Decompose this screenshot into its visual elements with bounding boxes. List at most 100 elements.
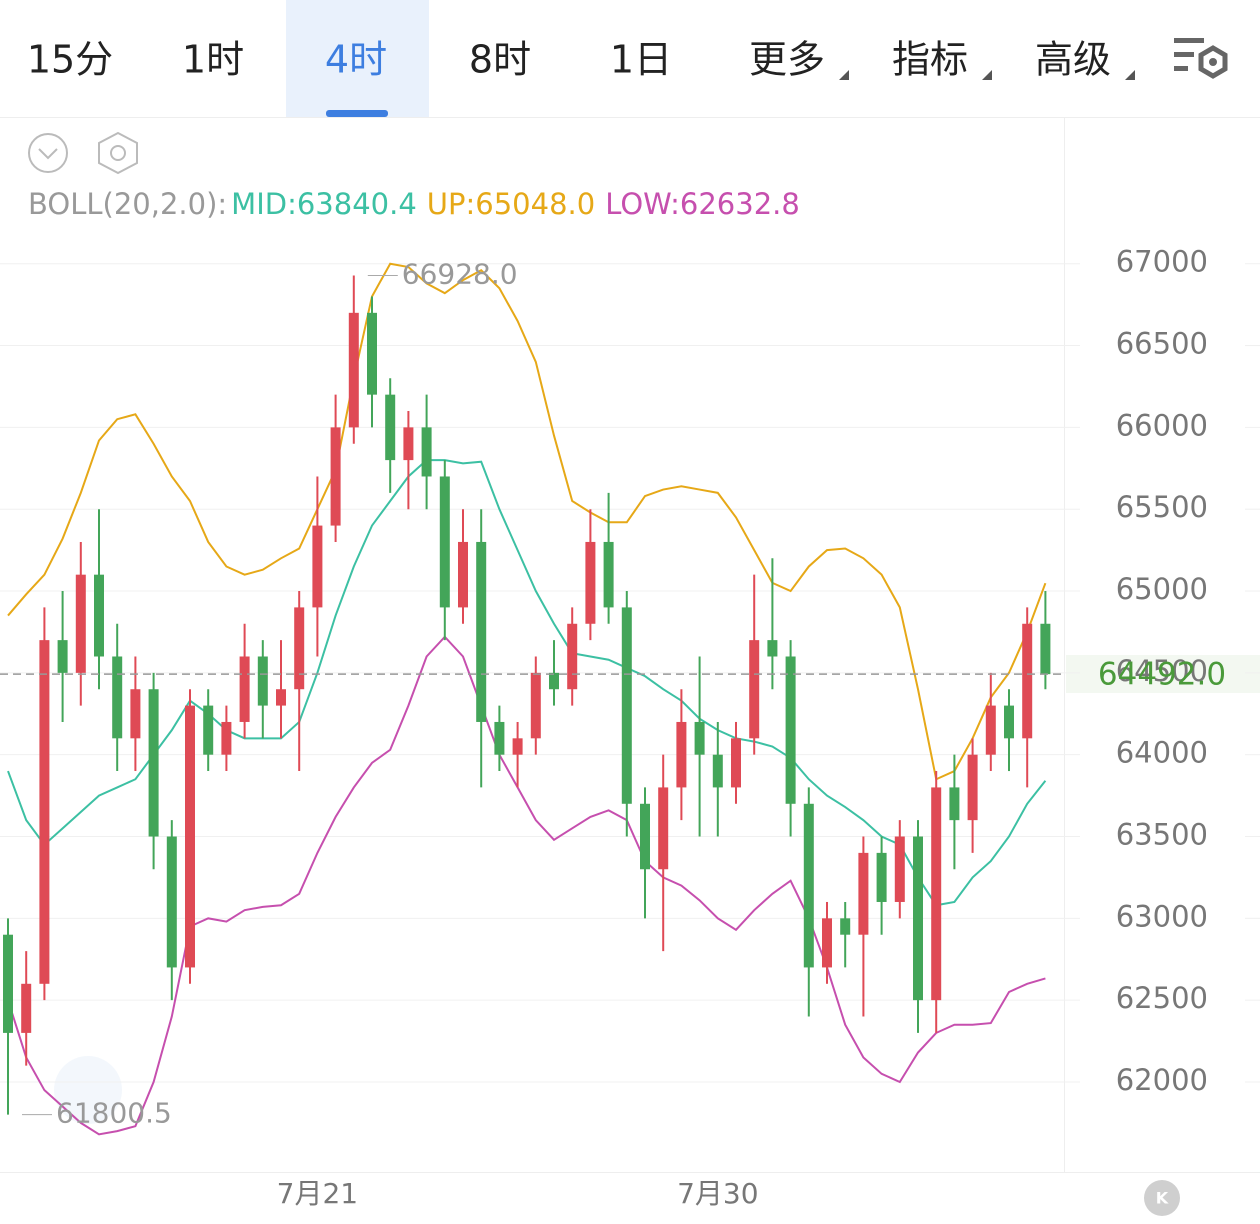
y-tick-label: 66500 [1116, 327, 1208, 361]
candle-body [1022, 623, 1033, 739]
candle-body [94, 574, 104, 657]
candle-body [512, 738, 523, 755]
y-tick-label: 63500 [1116, 818, 1208, 852]
indicator-name: BOLL(20,2.0): [28, 187, 227, 221]
candle-body [931, 787, 942, 1001]
candle-body [330, 427, 341, 526]
candle-body [585, 541, 596, 624]
extreme-label: 66928.0 [402, 258, 518, 291]
boll-line [7, 635, 1046, 1136]
settings-icon[interactable] [1174, 38, 1228, 79]
x-tick-label: 7月21 [277, 1177, 358, 1210]
kline-button[interactable] [1144, 1180, 1180, 1216]
collapse-icon [38, 148, 58, 160]
candle-body [203, 705, 214, 755]
tab[interactable]: 1日 [610, 38, 672, 82]
candle-body [913, 836, 923, 1001]
candle-body [385, 394, 396, 461]
y-tick-label: 64000 [1116, 736, 1208, 770]
kline-button-icon: K [1156, 1189, 1169, 1208]
candle-body [949, 787, 960, 821]
candle-body [694, 721, 705, 755]
extreme-label: 61800.5 [56, 1097, 172, 1130]
candle-body [676, 721, 687, 788]
candle-body [731, 738, 741, 788]
candle-body [712, 754, 723, 788]
candle-body [640, 803, 650, 870]
zoom-button[interactable] [54, 1056, 122, 1124]
indicator-legend: BOLL(20,2.0): MID:63840.4 UP:65048.0 LOW:62… [28, 187, 800, 221]
candle-body [294, 607, 305, 690]
candle-body [767, 640, 778, 657]
x-tick-label: 7月30 [677, 1177, 758, 1210]
candle-body [803, 803, 814, 968]
candle-body [367, 312, 377, 395]
tab-selected-bg [286, 0, 429, 117]
candle-body [603, 541, 614, 608]
candle-body [1004, 705, 1014, 739]
dropdown-arrow [839, 70, 849, 80]
candle-body [276, 689, 286, 706]
legend-entry: UP:65048.0 [427, 187, 595, 221]
candle-body [458, 541, 468, 608]
candle-body [621, 607, 632, 804]
y-tick-label: 62500 [1116, 981, 1208, 1015]
candle-body [494, 721, 505, 755]
boll-line [7, 262, 1047, 781]
y-tick-label: 64500 [1116, 654, 1208, 688]
candle-body [749, 640, 760, 739]
candle-body [130, 689, 141, 739]
dropdown-arrow [1125, 70, 1135, 80]
y-tick-label: 65500 [1116, 490, 1208, 524]
candle-body [148, 689, 159, 837]
candle-body [1040, 623, 1051, 675]
y-tick-label: 66000 [1116, 408, 1208, 442]
tab[interactable]: 4时 [325, 38, 387, 82]
boll-line [7, 459, 1047, 907]
indicator-settings-icon[interactable] [98, 131, 138, 175]
candle-body [967, 754, 978, 821]
y-tick-label: 63000 [1116, 899, 1208, 933]
candle-body [348, 312, 359, 428]
tab[interactable]: 指标 [892, 38, 968, 82]
candle-body [403, 427, 414, 461]
candle-body [39, 640, 50, 984]
candle-body [567, 623, 578, 690]
candle-body [858, 852, 869, 935]
price-label-bg [1066, 655, 1260, 693]
candle-body [112, 656, 123, 739]
candle-body [312, 525, 323, 608]
candle-body [166, 836, 177, 968]
legend-entry: LOW:62632.8 [605, 187, 800, 221]
tab[interactable]: 更多 [749, 38, 825, 82]
dropdown-arrow [982, 70, 992, 80]
tab[interactable]: 15分 [27, 38, 113, 82]
candle-body [476, 541, 487, 722]
candle-body [840, 918, 851, 935]
candle-body [439, 476, 450, 608]
y-tick-label: 67000 [1116, 245, 1208, 279]
tab[interactable]: 8时 [469, 38, 531, 82]
candle-body [21, 983, 32, 1033]
indicator-settings-icon [110, 145, 126, 161]
candle-body [785, 656, 796, 804]
candle-body [421, 427, 432, 477]
candle-body [658, 787, 669, 870]
tab[interactable]: 1时 [182, 38, 244, 82]
candle-body [894, 836, 905, 902]
candle-body [530, 672, 541, 739]
candle-body [876, 852, 887, 902]
legend-entry: MID:63840.4 [231, 187, 417, 221]
last-price-label: 64492.0 [1098, 657, 1226, 693]
tab[interactable]: 高级 [1035, 38, 1111, 82]
collapse-icon[interactable] [28, 133, 68, 173]
candle-body [221, 721, 232, 755]
candle-body [185, 705, 195, 968]
candle-body [75, 574, 86, 673]
candle-body [822, 918, 832, 968]
y-tick-label: 62000 [1116, 1063, 1208, 1097]
candle-body [239, 656, 250, 722]
y-tick-label: 65000 [1116, 572, 1208, 606]
